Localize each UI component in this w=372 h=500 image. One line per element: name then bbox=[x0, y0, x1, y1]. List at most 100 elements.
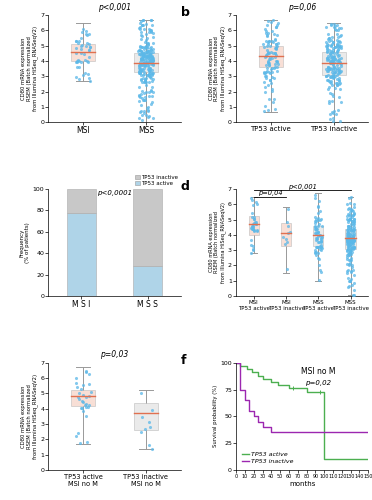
Point bbox=[318, 216, 324, 224]
Point bbox=[136, 83, 142, 91]
Point bbox=[138, 106, 144, 114]
Point bbox=[146, 58, 152, 66]
Point bbox=[348, 220, 354, 228]
Bar bbox=[322, 52, 346, 75]
Point bbox=[315, 238, 321, 246]
Point bbox=[346, 230, 352, 238]
Point bbox=[150, 61, 156, 69]
Point bbox=[250, 222, 256, 230]
X-axis label: months: months bbox=[289, 480, 315, 486]
Point bbox=[87, 388, 93, 396]
Point bbox=[86, 74, 92, 82]
Point bbox=[149, 406, 155, 413]
Point bbox=[318, 242, 324, 250]
Point bbox=[138, 71, 144, 79]
Point bbox=[269, 64, 275, 72]
Point bbox=[139, 412, 145, 420]
Point bbox=[140, 16, 145, 24]
Point bbox=[77, 439, 83, 447]
Point bbox=[86, 30, 92, 38]
Point bbox=[136, 64, 142, 72]
Point bbox=[142, 62, 148, 70]
Point bbox=[146, 47, 152, 55]
Point bbox=[254, 200, 260, 208]
Point bbox=[136, 46, 142, 54]
Point bbox=[145, 47, 151, 55]
Point bbox=[73, 37, 79, 45]
Point bbox=[332, 25, 338, 33]
Point bbox=[344, 238, 350, 246]
Point bbox=[344, 229, 350, 237]
Point bbox=[328, 65, 334, 73]
Point bbox=[328, 42, 334, 50]
Point bbox=[83, 28, 89, 36]
Point bbox=[150, 54, 155, 62]
Point bbox=[331, 62, 337, 70]
Point bbox=[346, 222, 352, 230]
Point bbox=[266, 68, 272, 76]
Point bbox=[251, 228, 257, 235]
Point bbox=[138, 66, 144, 74]
Point bbox=[326, 84, 332, 92]
Point bbox=[350, 228, 356, 235]
Point bbox=[137, 69, 143, 77]
Point bbox=[264, 64, 270, 72]
Point bbox=[87, 53, 93, 61]
Point bbox=[147, 52, 153, 60]
Point bbox=[332, 43, 338, 51]
Point bbox=[314, 236, 320, 244]
Point bbox=[335, 46, 341, 54]
Point bbox=[317, 242, 323, 250]
TP53 active bbox=[260, 376, 265, 382]
Point bbox=[265, 48, 271, 56]
Point bbox=[345, 238, 351, 246]
Point bbox=[334, 60, 340, 68]
Point bbox=[318, 234, 324, 241]
Point bbox=[143, 54, 149, 62]
Point bbox=[138, 47, 144, 55]
Point bbox=[140, 61, 145, 69]
Point bbox=[333, 26, 339, 34]
Point bbox=[148, 28, 154, 36]
Point bbox=[251, 226, 257, 234]
Point bbox=[146, 24, 152, 32]
Point bbox=[78, 42, 84, 50]
Point bbox=[334, 75, 340, 83]
TP53 active bbox=[256, 372, 260, 378]
TP53 active bbox=[318, 388, 322, 394]
Point bbox=[136, 91, 142, 99]
Point bbox=[144, 48, 150, 56]
Point bbox=[85, 58, 91, 66]
Point bbox=[331, 48, 337, 56]
TP53 active bbox=[322, 456, 327, 462]
Point bbox=[345, 227, 351, 235]
Point bbox=[147, 50, 153, 58]
Point bbox=[345, 224, 351, 232]
Point bbox=[347, 258, 353, 266]
Point bbox=[348, 238, 354, 246]
Point bbox=[347, 256, 353, 264]
Point bbox=[325, 67, 331, 75]
Point bbox=[262, 83, 268, 91]
Point bbox=[315, 243, 321, 251]
Text: p=0,03: p=0,03 bbox=[100, 350, 129, 360]
Point bbox=[271, 64, 277, 72]
Point bbox=[138, 54, 144, 62]
Point bbox=[138, 90, 144, 98]
Point bbox=[272, 74, 278, 82]
Point bbox=[272, 50, 278, 58]
Point bbox=[324, 46, 330, 54]
Point bbox=[141, 60, 147, 68]
Point bbox=[137, 108, 143, 116]
TP53 active bbox=[313, 388, 318, 394]
Point bbox=[269, 88, 275, 96]
Point bbox=[138, 67, 144, 75]
Point bbox=[142, 76, 148, 84]
Point bbox=[351, 244, 357, 252]
Point bbox=[275, 60, 280, 68]
Point bbox=[346, 233, 352, 241]
Point bbox=[324, 54, 330, 62]
Point bbox=[143, 20, 149, 28]
Point bbox=[331, 52, 337, 60]
Point bbox=[352, 286, 357, 294]
